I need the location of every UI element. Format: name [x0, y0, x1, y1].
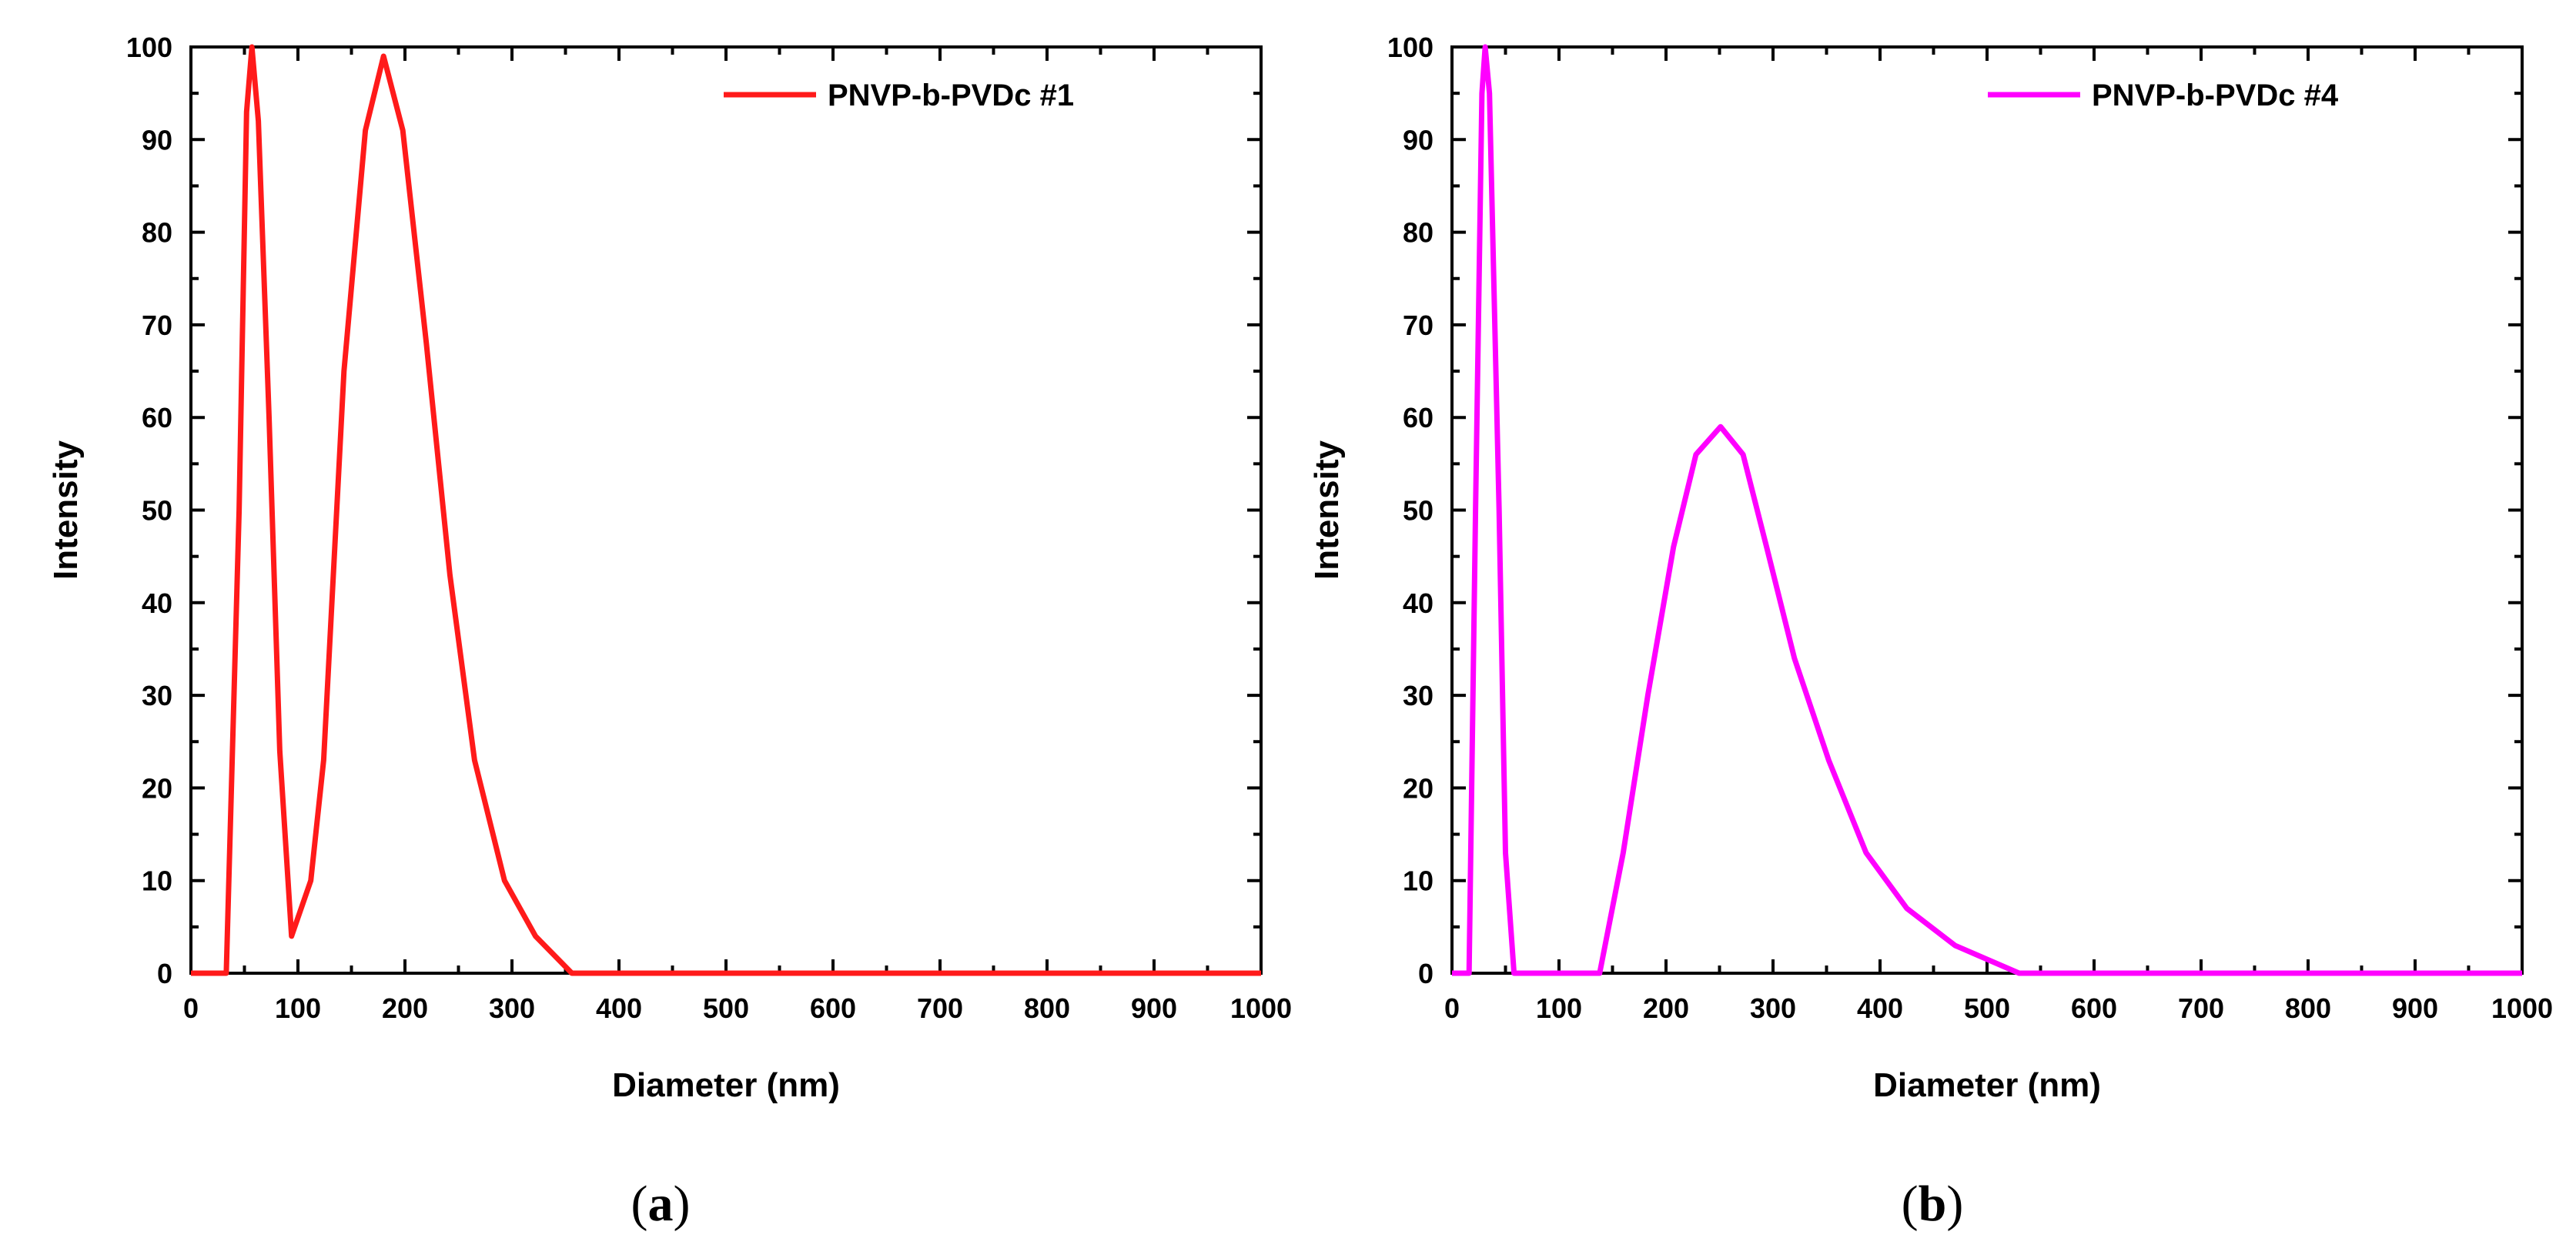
y-tick-label: 100: [1387, 32, 1434, 63]
y-axis-title: Intensity: [47, 440, 85, 580]
y-tick-label: 40: [1403, 587, 1434, 619]
legend-label: PNVP-b-PVDc #4: [2092, 79, 2339, 112]
x-tick-label: 400: [1857, 992, 1903, 1024]
x-tick-label: 500: [1964, 992, 2010, 1024]
x-tick-label: 200: [1643, 992, 1689, 1024]
y-tick-label: 0: [1418, 958, 1434, 989]
y-tick-label: 70: [1403, 310, 1434, 341]
x-tick-label: 300: [1750, 992, 1796, 1024]
x-tick-label: 800: [2285, 992, 2331, 1024]
x-tick-label: 700: [917, 992, 963, 1024]
x-tick-label: 800: [1024, 992, 1070, 1024]
y-tick-label: 60: [1403, 402, 1434, 433]
y-tick-label: 10: [1403, 865, 1434, 897]
x-axis-title: Diameter (nm): [612, 1066, 840, 1104]
x-tick-label: 400: [596, 992, 642, 1024]
x-tick-label: 0: [183, 992, 199, 1024]
y-tick-label: 80: [142, 217, 172, 249]
y-tick-label: 50: [142, 495, 172, 527]
panel-label: (b): [1902, 1176, 1964, 1232]
y-tick-label: 30: [142, 680, 172, 711]
x-tick-label: 600: [810, 992, 856, 1024]
y-tick-label: 20: [1403, 772, 1434, 804]
y-tick-label: 90: [1403, 124, 1434, 156]
y-tick-label: 60: [142, 402, 172, 433]
x-tick-label: 0: [1444, 992, 1460, 1024]
x-tick-label: 100: [275, 992, 321, 1024]
y-tick-label: 90: [142, 124, 172, 156]
y-tick-label: 100: [126, 32, 172, 63]
chart-panel-b: 0 100 200 300 400 500 600 700 800 900 1000 0 10 20 30 4…: [1308, 32, 2553, 1232]
y-tick-label: 30: [1403, 680, 1434, 711]
y-tick-label: 20: [142, 772, 172, 804]
x-tick-label: 900: [1131, 992, 1177, 1024]
panel-label: (a): [631, 1176, 691, 1232]
y-axis-title: Intensity: [1308, 440, 1346, 580]
x-tick-label: 1000: [2491, 992, 2553, 1024]
x-axis-title: Diameter (nm): [1873, 1066, 2101, 1104]
x-tick-label: 100: [1536, 992, 1582, 1024]
y-tick-label: 50: [1403, 495, 1434, 527]
x-tick-label: 700: [2178, 992, 2224, 1024]
y-tick-label: 70: [142, 310, 172, 341]
legend-label: PNVP-b-PVDc #1: [828, 79, 1074, 112]
chart-panel-a: 0 100 200 300 400 500 600 700 800 900 1000 0 10 20 30 4…: [47, 32, 1292, 1232]
y-tick-label: 40: [142, 587, 172, 619]
series-line: [191, 44, 1261, 976]
x-tick-label: 500: [703, 992, 749, 1024]
x-tick-label: 600: [2071, 992, 2117, 1024]
y-tick-label: 80: [1403, 217, 1434, 249]
series-line: [1452, 44, 2522, 976]
x-tick-label: 900: [2392, 992, 2438, 1024]
plot-frame: [189, 45, 1263, 975]
x-tick-label: 300: [489, 992, 535, 1024]
plot-frame: [1450, 45, 2524, 975]
y-tick-label: 0: [157, 958, 172, 989]
x-tick-label: 1000: [1230, 992, 1292, 1024]
y-tick-label: 10: [142, 865, 172, 897]
x-tick-label: 200: [382, 992, 428, 1024]
